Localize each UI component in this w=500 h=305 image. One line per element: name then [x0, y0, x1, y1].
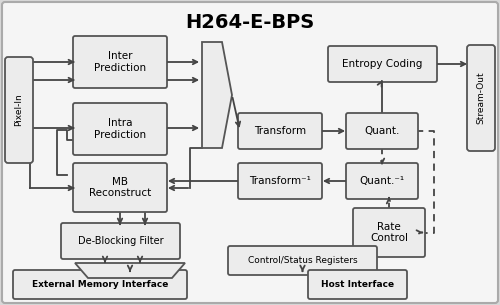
Text: MB
Reconstruct: MB Reconstruct	[89, 177, 151, 198]
FancyBboxPatch shape	[61, 223, 180, 259]
Text: De-Blocking Filter: De-Blocking Filter	[78, 236, 164, 246]
Text: Transform: Transform	[254, 126, 306, 136]
Text: Pixel-In: Pixel-In	[14, 94, 24, 126]
Text: Quant.⁻¹: Quant.⁻¹	[360, 176, 405, 186]
Polygon shape	[75, 263, 185, 278]
Text: Quant.: Quant.	[364, 126, 400, 136]
FancyBboxPatch shape	[353, 208, 425, 257]
FancyBboxPatch shape	[5, 57, 33, 163]
Polygon shape	[202, 42, 232, 148]
FancyBboxPatch shape	[2, 2, 498, 303]
FancyBboxPatch shape	[228, 246, 377, 275]
FancyBboxPatch shape	[467, 45, 495, 151]
FancyBboxPatch shape	[346, 113, 418, 149]
FancyBboxPatch shape	[308, 270, 407, 299]
FancyBboxPatch shape	[346, 163, 418, 199]
FancyBboxPatch shape	[73, 36, 167, 88]
Text: Entropy Coding: Entropy Coding	[342, 59, 422, 69]
FancyBboxPatch shape	[238, 113, 322, 149]
Text: Rate
Control: Rate Control	[370, 222, 408, 243]
FancyBboxPatch shape	[238, 163, 322, 199]
FancyBboxPatch shape	[13, 270, 187, 299]
Text: Host Interface: Host Interface	[321, 280, 394, 289]
Text: Transform⁻¹: Transform⁻¹	[249, 176, 311, 186]
Text: Intra
Prediction: Intra Prediction	[94, 118, 146, 140]
FancyBboxPatch shape	[328, 46, 437, 82]
Text: Inter
Prediction: Inter Prediction	[94, 51, 146, 73]
Text: H264-E-BPS: H264-E-BPS	[186, 13, 314, 31]
Text: External Memory Interface: External Memory Interface	[32, 280, 168, 289]
Text: Stream-Out: Stream-Out	[476, 72, 486, 124]
FancyBboxPatch shape	[73, 163, 167, 212]
Text: Control/Status Registers: Control/Status Registers	[248, 256, 358, 265]
FancyBboxPatch shape	[73, 103, 167, 155]
